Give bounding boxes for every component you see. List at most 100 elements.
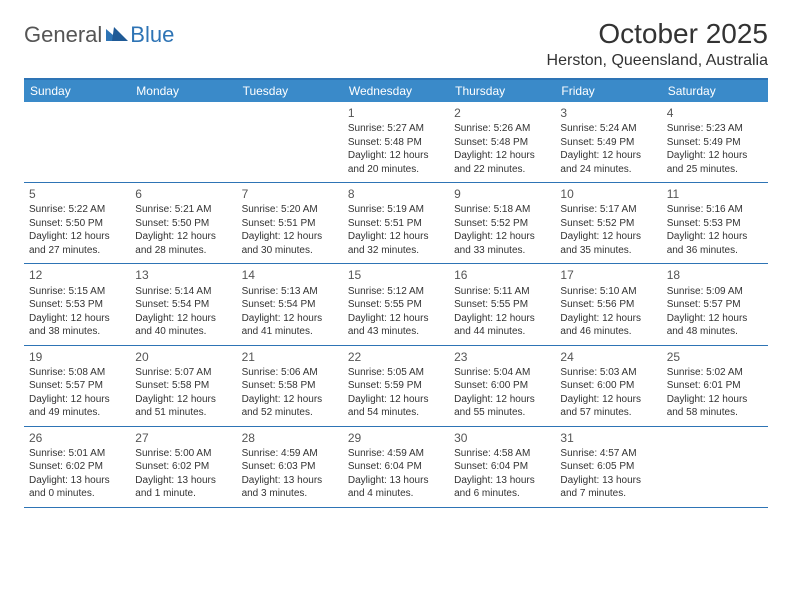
day-number: 26 — [29, 430, 125, 446]
day-info-line: Daylight: 12 hours and 28 minutes. — [135, 230, 231, 257]
day-info-line: Sunrise: 5:18 AM — [454, 203, 550, 217]
day-info-line: Sunset: 5:55 PM — [348, 298, 444, 312]
day-info-line: Sunset: 5:55 PM — [454, 298, 550, 312]
day-info-line: Sunset: 5:53 PM — [29, 298, 125, 312]
day-info-line: Sunset: 5:50 PM — [135, 217, 231, 231]
days-of-week-header: SundayMondayTuesdayWednesdayThursdayFrid… — [24, 80, 768, 102]
day-info-line: Daylight: 12 hours and 30 minutes. — [242, 230, 338, 257]
day-info-line: Sunset: 5:59 PM — [348, 379, 444, 393]
day-info-line: Daylight: 13 hours and 0 minutes. — [29, 474, 125, 501]
day-info-line: Sunrise: 5:26 AM — [454, 122, 550, 136]
day-info-line: Sunrise: 5:12 AM — [348, 285, 444, 299]
logo-triangle-icon — [106, 25, 128, 46]
week-row: 26Sunrise: 5:01 AMSunset: 6:02 PMDayligh… — [24, 427, 768, 508]
day-info-line: Sunset: 6:04 PM — [348, 460, 444, 474]
day-number: 16 — [454, 267, 550, 283]
day-number: 7 — [242, 186, 338, 202]
day-cell: 30Sunrise: 4:58 AMSunset: 6:04 PMDayligh… — [449, 427, 555, 507]
day-number: 11 — [667, 186, 763, 202]
day-info-line: Sunrise: 5:24 AM — [560, 122, 656, 136]
day-info-line: Sunset: 5:49 PM — [560, 136, 656, 150]
day-info-line: Sunrise: 4:58 AM — [454, 447, 550, 461]
weeks-container: 1Sunrise: 5:27 AMSunset: 5:48 PM Daylight… — [24, 102, 768, 508]
day-info-line: Sunset: 5:49 PM — [667, 136, 763, 150]
day-info-line: Sunrise: 5:14 AM — [135, 285, 231, 299]
day-number: 8 — [348, 186, 444, 202]
day-info-line: Sunset: 6:02 PM — [29, 460, 125, 474]
day-info-line: Daylight: 12 hours and 48 minutes. — [667, 312, 763, 339]
day-info-line: Daylight: 12 hours and 41 minutes. — [242, 312, 338, 339]
day-info-line: Sunrise: 5:16 AM — [667, 203, 763, 217]
day-info-line: Daylight: 12 hours and 55 minutes. — [454, 393, 550, 420]
day-number: 1 — [348, 105, 444, 121]
day-number: 5 — [29, 186, 125, 202]
day-number: 2 — [454, 105, 550, 121]
logo-text-blue: Blue — [130, 22, 174, 48]
day-info-line: Sunrise: 4:57 AM — [560, 447, 656, 461]
dow-cell: Thursday — [449, 80, 555, 102]
week-row: 19Sunrise: 5:08 AMSunset: 5:57 PMDayligh… — [24, 346, 768, 427]
day-cell: 31Sunrise: 4:57 AMSunset: 6:05 PMDayligh… — [555, 427, 661, 507]
dow-cell: Sunday — [24, 80, 130, 102]
day-info-line: Sunset: 5:54 PM — [242, 298, 338, 312]
day-info-line: Sunrise: 5:19 AM — [348, 203, 444, 217]
day-cell: 25Sunrise: 5:02 AMSunset: 6:01 PMDayligh… — [662, 346, 768, 426]
day-number: 4 — [667, 105, 763, 121]
day-number: 24 — [560, 349, 656, 365]
day-info-line: Sunset: 5:57 PM — [29, 379, 125, 393]
day-cell: 20Sunrise: 5:07 AMSunset: 5:58 PMDayligh… — [130, 346, 236, 426]
day-info-line: Sunset: 6:01 PM — [667, 379, 763, 393]
day-info-line: Daylight: 12 hours and 57 minutes. — [560, 393, 656, 420]
day-info-line: Sunset: 5:58 PM — [242, 379, 338, 393]
day-info-line: Daylight: 12 hours and 38 minutes. — [29, 312, 125, 339]
day-cell: 8Sunrise: 5:19 AMSunset: 5:51 PMDaylight… — [343, 183, 449, 263]
day-cell: 27Sunrise: 5:00 AMSunset: 6:02 PMDayligh… — [130, 427, 236, 507]
day-info-line: Sunrise: 5:03 AM — [560, 366, 656, 380]
day-info-line: Sunset: 5:57 PM — [667, 298, 763, 312]
day-number: 9 — [454, 186, 550, 202]
day-info-line: Sunset: 5:51 PM — [242, 217, 338, 231]
day-number: 29 — [348, 430, 444, 446]
day-cell: 29Sunrise: 4:59 AMSunset: 6:04 PMDayligh… — [343, 427, 449, 507]
day-cell: 5Sunrise: 5:22 AMSunset: 5:50 PMDaylight… — [24, 183, 130, 263]
dow-cell: Tuesday — [237, 80, 343, 102]
day-info-line: Sunrise: 5:00 AM — [135, 447, 231, 461]
calendar-grid: SundayMondayTuesdayWednesdayThursdayFrid… — [24, 78, 768, 508]
day-number: 18 — [667, 267, 763, 283]
day-number: 20 — [135, 349, 231, 365]
day-number: 19 — [29, 349, 125, 365]
day-cell: 16Sunrise: 5:11 AMSunset: 5:55 PMDayligh… — [449, 264, 555, 344]
day-info-line: Sunrise: 5:06 AM — [242, 366, 338, 380]
day-info-line: Sunset: 5:48 PM — [348, 136, 444, 150]
day-info-line: Sunrise: 5:17 AM — [560, 203, 656, 217]
day-info-line: Daylight: 13 hours and 1 minute. — [135, 474, 231, 501]
day-info-line: Sunset: 6:05 PM — [560, 460, 656, 474]
day-info-line: Sunrise: 4:59 AM — [348, 447, 444, 461]
day-info-line: Daylight: 12 hours and 43 minutes. — [348, 312, 444, 339]
day-cell: 22Sunrise: 5:05 AMSunset: 5:59 PMDayligh… — [343, 346, 449, 426]
day-number: 3 — [560, 105, 656, 121]
day-number: 30 — [454, 430, 550, 446]
day-number: 21 — [242, 349, 338, 365]
day-info-line: Sunrise: 5:27 AM — [348, 122, 444, 136]
day-info-line: Sunset: 6:03 PM — [242, 460, 338, 474]
calendar-page: General Blue October 2025 Herston, Queen… — [0, 0, 792, 526]
day-cell: 3Sunrise: 5:24 AMSunset: 5:49 PMDaylight… — [555, 102, 661, 182]
day-info-line: Daylight: 12 hours and 32 minutes. — [348, 230, 444, 257]
day-info-line: Daylight: 12 hours and 49 minutes. — [29, 393, 125, 420]
day-cell — [237, 102, 343, 182]
day-info-line: Daylight: 12 hours and 33 minutes. — [454, 230, 550, 257]
day-cell: 9Sunrise: 5:18 AMSunset: 5:52 PMDaylight… — [449, 183, 555, 263]
day-info-line: Daylight: 12 hours and 36 minutes. — [667, 230, 763, 257]
day-info-line: Daylight: 12 hours and 24 minutes. — [560, 149, 656, 176]
day-info-line: Daylight: 13 hours and 7 minutes. — [560, 474, 656, 501]
day-info-line: Sunset: 6:00 PM — [454, 379, 550, 393]
day-info-line: Sunrise: 5:08 AM — [29, 366, 125, 380]
day-number: 12 — [29, 267, 125, 283]
day-cell: 17Sunrise: 5:10 AMSunset: 5:56 PMDayligh… — [555, 264, 661, 344]
day-number: 22 — [348, 349, 444, 365]
day-cell — [130, 102, 236, 182]
day-cell: 11Sunrise: 5:16 AMSunset: 5:53 PMDayligh… — [662, 183, 768, 263]
day-info-line: Daylight: 12 hours and 22 minutes. — [454, 149, 550, 176]
day-cell: 10Sunrise: 5:17 AMSunset: 5:52 PMDayligh… — [555, 183, 661, 263]
